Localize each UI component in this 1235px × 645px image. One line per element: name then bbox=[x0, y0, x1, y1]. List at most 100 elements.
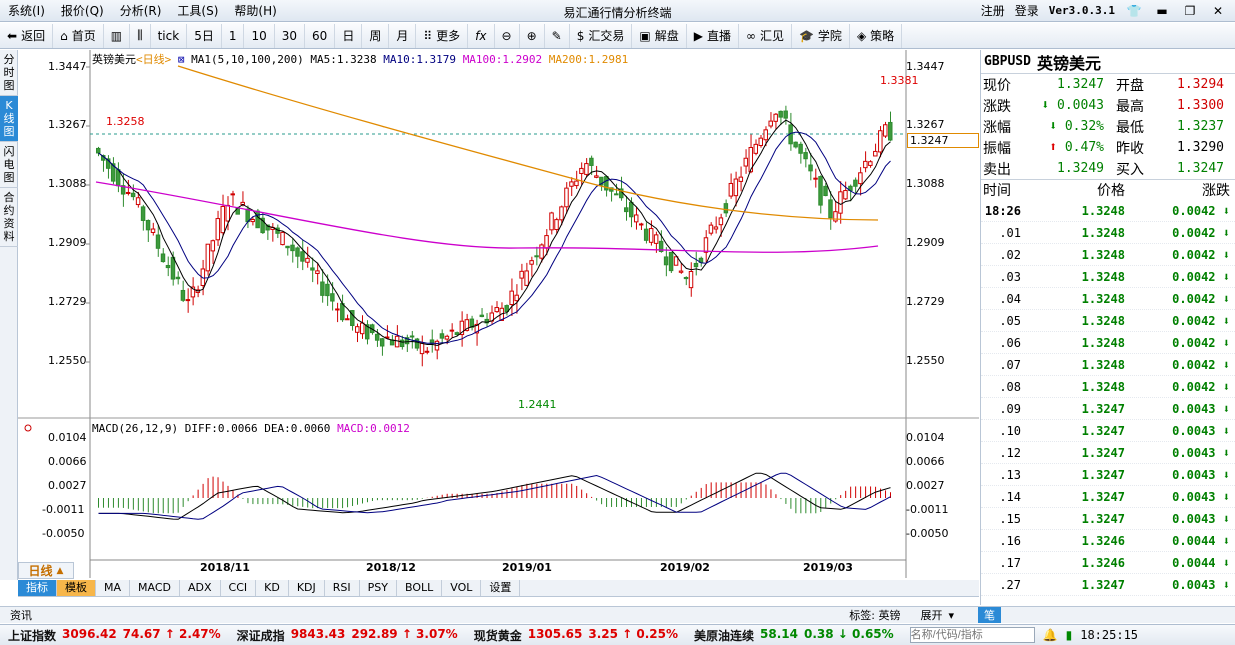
clock: 18:25:15 bbox=[1080, 628, 1139, 642]
zhibo-button[interactable]: ▶ 直播 bbox=[687, 23, 739, 48]
expand-button[interactable]: 展开 bbox=[920, 609, 943, 622]
bell-icon[interactable]: 🔔 bbox=[1042, 628, 1058, 642]
back-button[interactable]: ⬅ 返回 bbox=[0, 23, 54, 48]
period-week-button[interactable]: 周 bbox=[362, 23, 390, 48]
news-label[interactable]: 资讯 bbox=[10, 609, 32, 622]
period-selector[interactable]: 日线 ▲ bbox=[18, 562, 74, 579]
draw-button[interactable]: ✎ bbox=[545, 23, 570, 48]
huijian-button[interactable]: ∞ 汇见 bbox=[739, 23, 792, 48]
candle bbox=[539, 244, 544, 259]
ma10-line bbox=[98, 131, 891, 345]
period-30-button[interactable]: 30 bbox=[275, 23, 306, 48]
period-day-button[interactable]: 日 bbox=[335, 23, 363, 48]
candle bbox=[758, 137, 763, 147]
tab-macd[interactable]: MACD bbox=[130, 580, 180, 596]
close-icon[interactable]: ✕ bbox=[1212, 3, 1224, 18]
ticker-shanghai[interactable]: 上证指数 3096.42 74.67 ↑ 2.47% bbox=[8, 626, 221, 643]
tab-cci[interactable]: CCI bbox=[221, 580, 257, 596]
menu-analysis[interactable]: 分析(R) bbox=[119, 4, 162, 18]
menu-quote[interactable]: 报价(Q) bbox=[60, 4, 104, 18]
candle bbox=[663, 256, 669, 266]
tab-psy[interactable]: PSY bbox=[360, 580, 397, 596]
down-arrow-icon: ⬇ bbox=[1222, 489, 1230, 504]
macd-ytick-label-left: -0.0050 bbox=[42, 527, 85, 540]
tick-button[interactable]: tick bbox=[151, 23, 188, 48]
tab-flash[interactable]: 闪电图 bbox=[0, 142, 18, 188]
chat-icon: ▣ bbox=[639, 28, 651, 43]
tab-template[interactable]: 模板 bbox=[57, 580, 96, 596]
low-price-marker: 1.2441 bbox=[518, 398, 557, 411]
more-button[interactable]: ⠿ 更多 bbox=[416, 23, 469, 48]
register-link[interactable]: 注册 bbox=[980, 4, 1005, 18]
period-10-button[interactable]: 10 bbox=[244, 23, 275, 48]
tick-row: .05 1.3248 0.0042 ⬇ bbox=[981, 310, 1235, 332]
tshirt-icon[interactable]: 👕 bbox=[1126, 3, 1142, 18]
tick-row: .17 1.3246 0.0044 ⬇ bbox=[981, 552, 1235, 574]
xueyuan-button[interactable]: 🎓 学院 bbox=[792, 23, 850, 48]
tab-kline[interactable]: K线图 bbox=[0, 96, 18, 142]
chart-area[interactable]: 英镑美元<日线> ⊠ MA1(5,10,100,200) MA5:1.3238 … bbox=[18, 50, 979, 580]
zoom-out-button[interactable]: ⊖ bbox=[495, 23, 520, 48]
candle bbox=[599, 176, 604, 186]
menu-system[interactable]: 系统(I) bbox=[8, 4, 45, 18]
jiepan-button[interactable]: ▣ 解盘 bbox=[632, 23, 687, 48]
candle bbox=[96, 147, 101, 154]
menu-help[interactable]: 帮助(H) bbox=[234, 4, 277, 18]
macd-legend: MACD(26,12,9) DIFF:0.0066 DEA:0.0060 MAC… bbox=[92, 422, 410, 435]
quote-label: 卖出 bbox=[983, 161, 1011, 178]
tab-indicator[interactable]: 指标 bbox=[18, 580, 57, 596]
search-input[interactable] bbox=[909, 627, 1035, 643]
tab-timeshare[interactable]: 分时图 bbox=[0, 50, 18, 96]
ma10-value: MA10:1.3179 bbox=[383, 53, 457, 66]
candle bbox=[708, 224, 714, 234]
period-60-button[interactable]: 60 bbox=[305, 23, 336, 48]
tab-ma[interactable]: MA bbox=[96, 580, 131, 596]
ticker-shenzhen[interactable]: 深证成指 9843.43 292.89 ↑ 3.07% bbox=[236, 626, 458, 643]
ma-settings-icon[interactable]: ⊠ bbox=[177, 53, 185, 66]
candle bbox=[833, 211, 838, 222]
tab-boll[interactable]: BOLL bbox=[397, 580, 443, 596]
period-5day-button[interactable]: 5日 bbox=[187, 23, 222, 48]
candle bbox=[360, 322, 365, 335]
home-button[interactable]: ⌂ 首页 bbox=[53, 23, 104, 48]
candle bbox=[773, 113, 778, 122]
tab-contract-info[interactable]: 合约资料 bbox=[0, 188, 18, 247]
huijiaoyi-button[interactable]: $ 汇交易 bbox=[570, 23, 633, 48]
tab-adx[interactable]: ADX bbox=[180, 580, 221, 596]
period-month-button[interactable]: 月 bbox=[389, 23, 417, 48]
tick-row: .15 1.3247 0.0043 ⬇ bbox=[981, 508, 1235, 530]
tab-rsi[interactable]: RSI bbox=[325, 580, 360, 596]
kline-chart[interactable] bbox=[18, 50, 979, 580]
candle bbox=[494, 307, 499, 313]
tab-settings[interactable]: 设置 bbox=[481, 580, 521, 596]
pen-tab[interactable]: 笔 bbox=[978, 607, 1001, 623]
down-arrow-icon: ⬇ bbox=[1049, 119, 1058, 134]
candle-button[interactable]: ⫼ bbox=[130, 23, 151, 48]
tab-kd[interactable]: KD bbox=[256, 580, 289, 596]
tick-row: .06 1.3248 0.0042 ⬇ bbox=[981, 332, 1235, 354]
celue-button[interactable]: ◈ 策略 bbox=[850, 23, 903, 48]
tab-kdj[interactable]: KDJ bbox=[289, 580, 325, 596]
expand-arrow-icon[interactable]: ▾ bbox=[948, 608, 954, 622]
formula-button[interactable]: fx bbox=[468, 23, 495, 48]
bar-chart-button[interactable]: ▥ bbox=[104, 23, 131, 48]
back-arrow-icon: ⬅ bbox=[7, 28, 18, 43]
candle bbox=[315, 270, 320, 274]
restore-icon[interactable]: ❐ bbox=[1184, 3, 1196, 18]
candle bbox=[643, 228, 649, 241]
period-1-button[interactable]: 1 bbox=[222, 23, 245, 48]
tab-vol[interactable]: VOL bbox=[442, 580, 482, 596]
candle bbox=[628, 201, 634, 218]
ticker-oil[interactable]: 美原油连续 58.14 0.38 ↓ 0.65% bbox=[694, 626, 894, 643]
ticker-gold[interactable]: 现货黄金 1305.65 3.25 ↑ 0.25% bbox=[473, 626, 679, 643]
down-arrow-icon: ⬇ bbox=[1222, 533, 1230, 548]
down-arrow-icon: ⬇ bbox=[1222, 379, 1230, 394]
tick-change: 0.0043 ⬇ bbox=[1172, 423, 1230, 438]
minimize-icon[interactable]: ▬ bbox=[1156, 3, 1168, 18]
candle bbox=[140, 206, 146, 221]
menu-tools[interactable]: 工具(S) bbox=[177, 4, 219, 18]
bar-chart-icon: ▥ bbox=[110, 28, 123, 43]
login-link[interactable]: 登录 bbox=[1014, 4, 1039, 18]
zoom-in-button[interactable]: ⊕ bbox=[520, 23, 545, 48]
quote-value: 1.3237 bbox=[1177, 119, 1224, 134]
